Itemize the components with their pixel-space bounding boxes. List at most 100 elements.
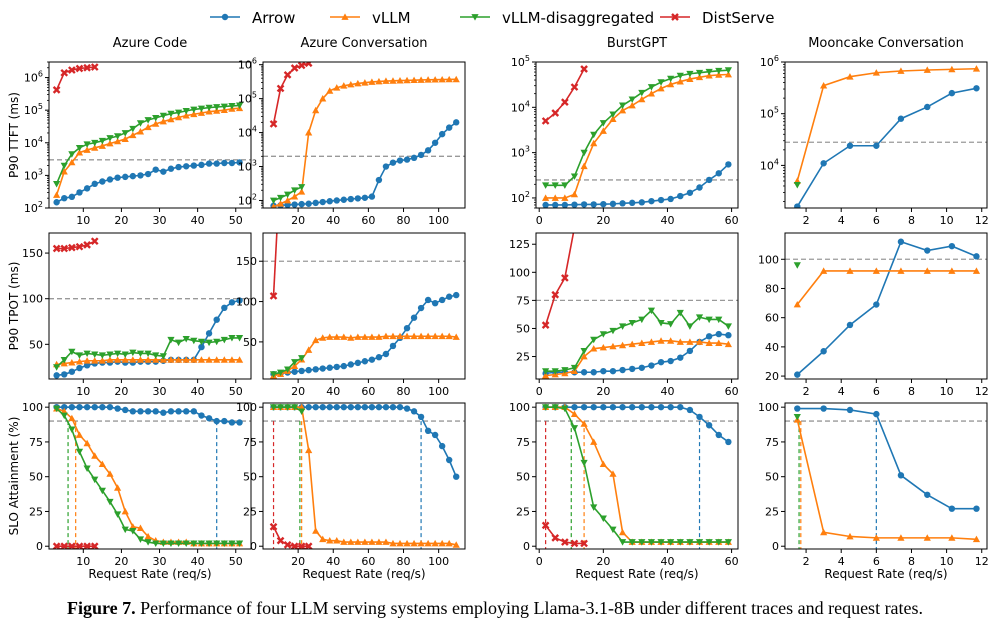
data-point [541, 321, 550, 329]
x-tick-label: 20 [596, 385, 610, 398]
data-point [695, 73, 704, 81]
data-point [551, 182, 559, 189]
data-point [276, 84, 285, 93]
data-point [283, 366, 292, 373]
data-point [396, 332, 404, 340]
data-point [106, 470, 114, 477]
data-point [452, 541, 460, 548]
data-point [542, 201, 549, 208]
data-point [83, 241, 91, 249]
x-axis: 10 20 30 40 50 [76, 549, 243, 568]
y-tick-label: 102 [238, 192, 257, 207]
data-point [403, 76, 411, 84]
data-point [152, 115, 160, 122]
data-point [326, 87, 334, 94]
data-point [424, 539, 432, 547]
data-point [175, 408, 182, 415]
data-point [705, 176, 713, 184]
data-point [609, 403, 617, 411]
legend-item-arrow: Arrow [210, 9, 295, 27]
data-point [347, 403, 355, 411]
x-axis: 0 20 40 60 [536, 379, 739, 398]
legend-marker [471, 14, 479, 21]
data-point [68, 66, 76, 74]
plot-area [269, 62, 460, 208]
data-point [152, 166, 159, 173]
data-point [347, 80, 355, 88]
series-distserve [541, 233, 575, 329]
data-point [561, 182, 569, 189]
data-point [924, 247, 931, 254]
data-point [561, 538, 569, 546]
data-point [269, 292, 278, 300]
x-tick-label: 40 [326, 214, 340, 227]
data-point [638, 316, 646, 324]
legend-label: vLLM-disaggregated [502, 9, 654, 27]
data-point [361, 358, 369, 365]
y-tick-label: 103 [24, 167, 43, 182]
data-point [61, 371, 68, 378]
series-distserve [52, 237, 99, 253]
data-point [347, 334, 355, 341]
data-point [648, 197, 655, 205]
data-point [347, 195, 355, 203]
data-point [628, 199, 636, 207]
data-point [972, 535, 981, 543]
data-point [326, 364, 333, 371]
x-tick-label: 80 [397, 385, 411, 398]
data-point [174, 356, 183, 363]
data-point [570, 425, 579, 432]
data-point [599, 460, 607, 468]
data-point [368, 403, 376, 411]
x-tick-label: 100 [428, 214, 449, 227]
data-point [144, 350, 152, 358]
x-tick-label: 10 [940, 385, 954, 398]
axes-frame [262, 402, 466, 550]
data-point [403, 539, 411, 547]
data-point [590, 369, 597, 376]
data-point [590, 345, 598, 352]
axes-frame [262, 61, 466, 209]
x-tick-label: 30 [153, 385, 167, 398]
data-point [794, 371, 801, 378]
y-tick-label: 50 [765, 471, 779, 484]
data-point [375, 538, 383, 545]
data-point [213, 338, 221, 346]
data-point [686, 347, 694, 355]
data-point [846, 321, 854, 329]
data-point [221, 304, 228, 312]
x-tick-label: 6 [873, 385, 880, 398]
data-point [197, 338, 206, 346]
x-axis: 0 20 40 60 [536, 549, 739, 568]
data-point [354, 538, 362, 545]
data-point [677, 354, 684, 361]
data-point [276, 194, 285, 202]
data-point [638, 539, 646, 546]
data-point [121, 130, 129, 137]
data-point [628, 539, 636, 546]
data-point [715, 339, 723, 346]
series-line [56, 407, 240, 545]
data-point [91, 144, 99, 151]
series-vllm-disaggregated [53, 405, 244, 548]
data-point [793, 300, 801, 308]
data-point [60, 68, 69, 77]
data-point [228, 159, 236, 167]
data-point [820, 528, 828, 536]
data-point [228, 540, 236, 548]
data-point [319, 365, 326, 372]
data-point [167, 336, 175, 344]
x-tick-label: 8 [908, 385, 915, 398]
x-axis-label: Request Rate (req/s) [88, 567, 211, 581]
data-point [551, 194, 559, 201]
data-point [205, 356, 213, 363]
data-point [580, 348, 588, 355]
x-axis-label: Request Rate (req/s) [575, 567, 698, 581]
x-tick-label: 40 [191, 214, 205, 227]
data-point [695, 69, 704, 77]
y-tick-label: 0 [523, 540, 530, 553]
panel-burst-ttft: 0 20 40 60 102 103 104 105 [511, 54, 739, 227]
data-point [590, 438, 598, 445]
data-point [190, 540, 198, 548]
data-point [561, 194, 569, 201]
